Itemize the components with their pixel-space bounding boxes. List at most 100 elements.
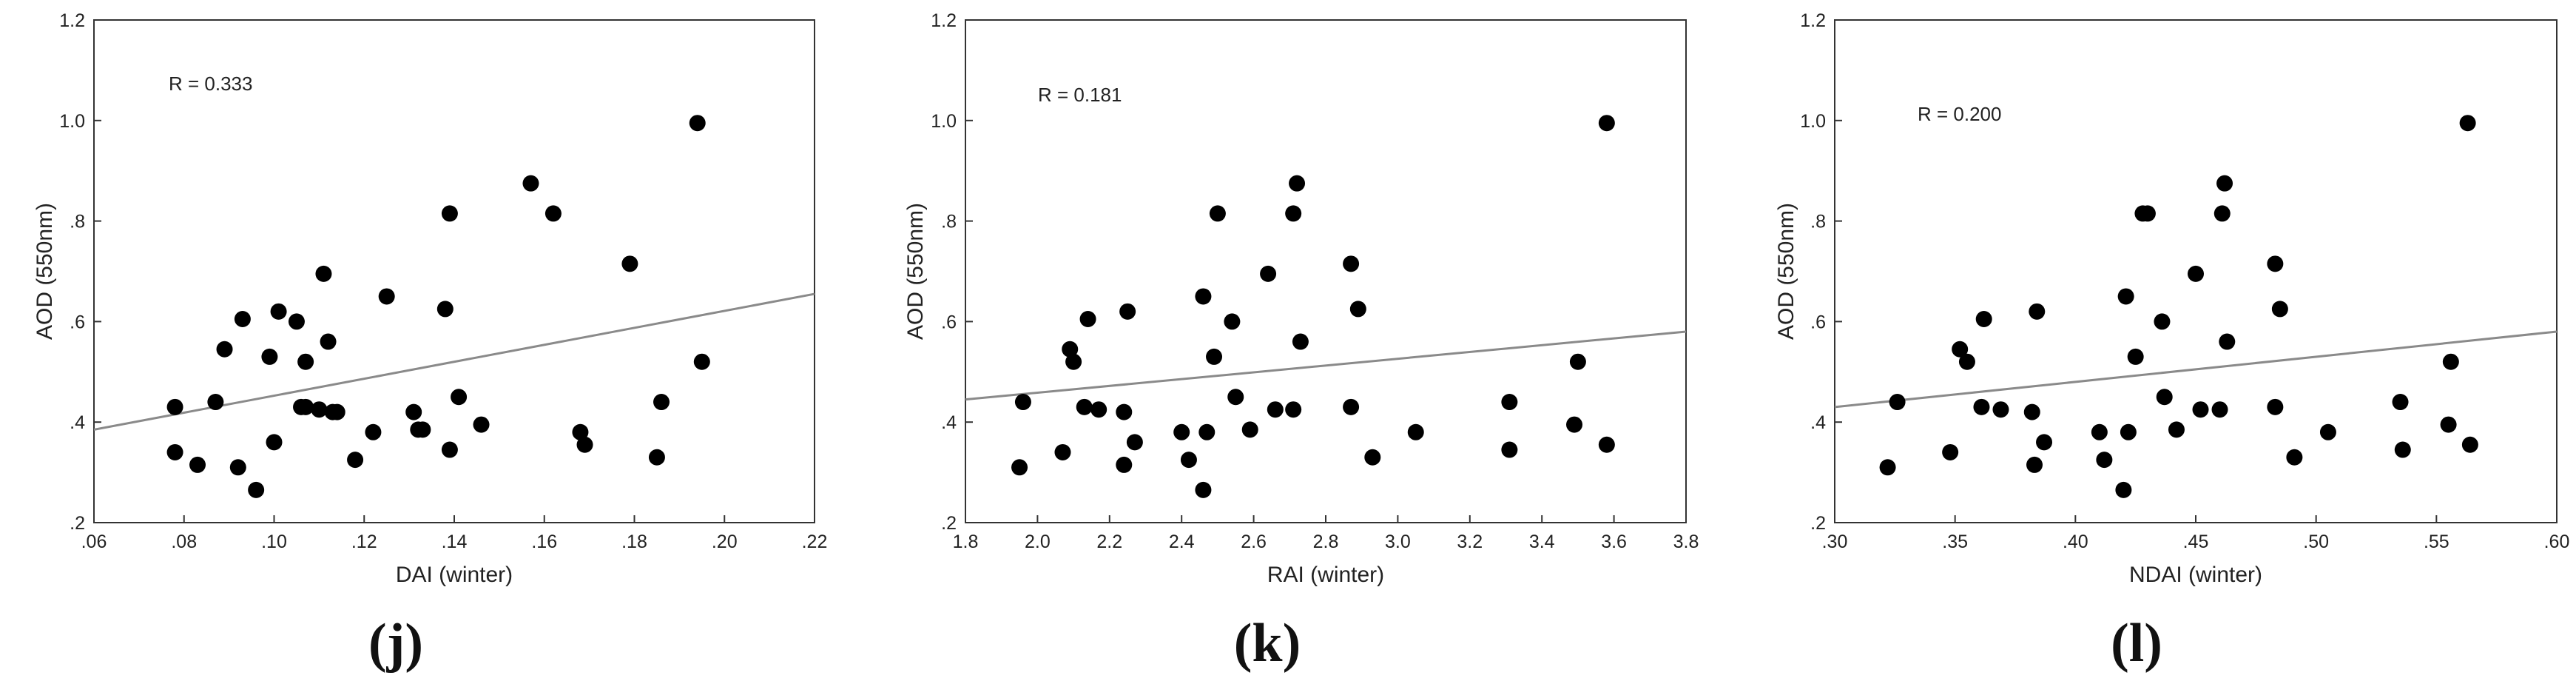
data-point bbox=[414, 421, 431, 438]
x-tick-label: .30 bbox=[1822, 532, 1848, 552]
data-point bbox=[378, 288, 395, 305]
data-point bbox=[2096, 452, 2113, 469]
data-point bbox=[2442, 353, 2459, 370]
y-tick-label: .8 bbox=[1810, 212, 1826, 232]
data-point bbox=[320, 333, 337, 350]
data-point bbox=[1195, 288, 1212, 305]
data-point bbox=[2267, 398, 2284, 415]
y-tick-label: .2 bbox=[1810, 513, 1826, 534]
data-point bbox=[1973, 398, 1990, 415]
data-point bbox=[1116, 456, 1133, 473]
y-tick-label: 1.2 bbox=[1800, 10, 1826, 31]
data-point bbox=[2394, 441, 2411, 458]
data-point bbox=[1343, 255, 1360, 272]
data-point bbox=[166, 443, 183, 460]
data-point bbox=[648, 449, 665, 466]
data-point bbox=[2271, 301, 2288, 318]
data-point bbox=[1889, 394, 1906, 411]
data-point bbox=[365, 423, 382, 440]
data-point bbox=[2023, 403, 2040, 420]
data-point bbox=[2154, 313, 2171, 330]
y-axis-label: AOD (550nm) bbox=[33, 203, 57, 340]
data-point bbox=[1975, 311, 1992, 328]
data-point bbox=[234, 311, 251, 328]
correlation-annotation: R = 0.181 bbox=[1038, 84, 1122, 106]
data-point bbox=[2216, 175, 2233, 192]
data-point bbox=[1076, 398, 1093, 415]
x-tick-label: 2.0 bbox=[1025, 532, 1051, 552]
y-axis-label: AOD (550nm) bbox=[1774, 203, 1798, 340]
data-point bbox=[576, 436, 593, 453]
y-tick-label: .2 bbox=[70, 513, 85, 534]
scatter-panel-l: .30 .35 .40 .45 .50 .55 .60 .2 .4 .6 .8 1.0 1.2 NDAI … bbox=[1774, 10, 2569, 587]
x-tick-label: 2.4 bbox=[1169, 532, 1195, 552]
data-point bbox=[2117, 288, 2134, 305]
y-tick-label: .6 bbox=[941, 312, 957, 332]
data-point bbox=[1285, 401, 1302, 418]
data-point bbox=[216, 341, 233, 358]
x-tick-label: .12 bbox=[351, 532, 377, 552]
data-point bbox=[2029, 303, 2046, 320]
x-tick-label: 3.0 bbox=[1385, 532, 1411, 552]
x-tick-label: 2.2 bbox=[1096, 532, 1122, 552]
y-tick-label: 1.0 bbox=[931, 111, 957, 132]
x-tick-label: .55 bbox=[2424, 532, 2449, 552]
x-tick-label: .20 bbox=[712, 532, 738, 552]
data-point bbox=[166, 398, 183, 415]
data-point bbox=[1079, 311, 1096, 328]
data-point bbox=[2267, 255, 2284, 272]
data-point bbox=[693, 353, 710, 370]
data-point bbox=[2459, 115, 2476, 132]
data-point bbox=[653, 394, 670, 411]
y-tick-label: .4 bbox=[941, 412, 957, 433]
data-point bbox=[266, 434, 283, 451]
data-point bbox=[689, 115, 706, 132]
data-point bbox=[1292, 333, 1309, 350]
y-axis-label: AOD (550nm) bbox=[903, 203, 928, 340]
data-point bbox=[1349, 301, 1366, 318]
x-tick-label: 1.8 bbox=[953, 532, 979, 552]
y-tick-label: .4 bbox=[70, 412, 85, 433]
data-point bbox=[1260, 265, 1277, 282]
data-point bbox=[1198, 423, 1215, 440]
data-point bbox=[1065, 353, 1082, 370]
data-point bbox=[297, 353, 314, 370]
x-axis-label: RAI (winter) bbox=[1267, 563, 1384, 587]
data-point bbox=[2127, 348, 2144, 365]
data-point bbox=[2120, 423, 2137, 440]
data-point bbox=[1289, 175, 1306, 192]
data-point bbox=[1942, 443, 1959, 460]
data-point bbox=[207, 394, 224, 411]
scatter-panel-j: .06 .08 .10 .12 .14 .16 .18 .20 .22 .2 .4 .6 .8 1.0 1.… bbox=[33, 10, 827, 587]
data-point bbox=[1879, 459, 1896, 476]
data-point bbox=[441, 205, 458, 222]
x-tick-label: .50 bbox=[2303, 532, 2329, 552]
x-tick-label: .45 bbox=[2183, 532, 2209, 552]
data-point bbox=[2168, 421, 2185, 438]
data-point bbox=[1014, 394, 1031, 411]
x-tick-label: .60 bbox=[2544, 532, 2570, 552]
data-point bbox=[288, 313, 305, 330]
data-point bbox=[1116, 403, 1133, 420]
data-point bbox=[621, 255, 638, 272]
correlation-annotation: R = 0.200 bbox=[1918, 103, 2001, 125]
data-point bbox=[2192, 401, 2209, 418]
data-point bbox=[2213, 205, 2231, 222]
x-tick-label: .14 bbox=[442, 532, 468, 552]
x-tick-label: 3.8 bbox=[1673, 532, 1699, 552]
data-point bbox=[1598, 115, 1615, 132]
data-point bbox=[1285, 205, 1302, 222]
data-point bbox=[1173, 423, 1190, 440]
data-point bbox=[2286, 449, 2303, 466]
data-point bbox=[2392, 394, 2409, 411]
y-tick-label: .4 bbox=[1810, 412, 1826, 433]
data-point bbox=[248, 481, 265, 498]
x-tick-label: 3.2 bbox=[1457, 532, 1483, 552]
data-point bbox=[2219, 333, 2236, 350]
data-point bbox=[1952, 341, 1969, 358]
data-point bbox=[261, 348, 278, 365]
data-point bbox=[441, 441, 458, 458]
panel-label-j: (j) bbox=[368, 613, 423, 674]
data-point bbox=[315, 265, 332, 282]
y-tick-label: .6 bbox=[70, 312, 85, 332]
